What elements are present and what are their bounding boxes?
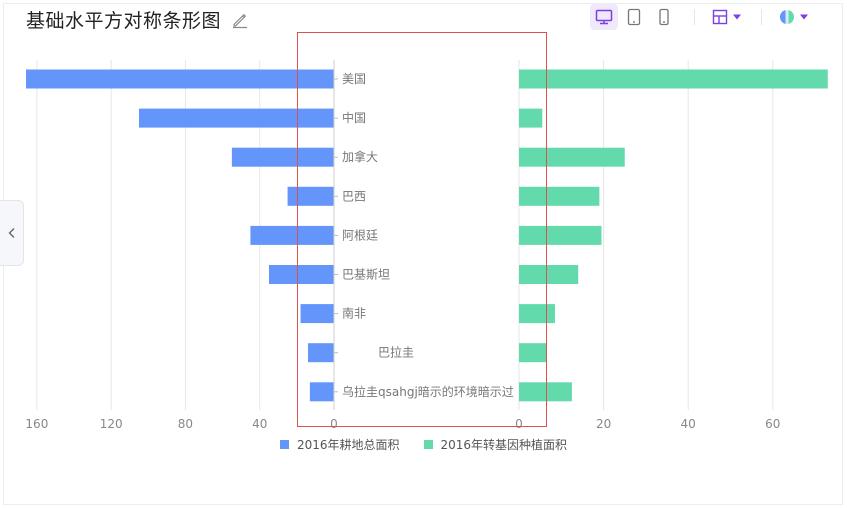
- bar-left: [287, 186, 334, 206]
- bar-right: [519, 108, 543, 128]
- desktop-view-button[interactable]: [590, 4, 618, 30]
- x-tick-label-left: 160: [25, 417, 48, 431]
- chevron-left-icon: [8, 228, 14, 238]
- bar-right: [519, 186, 600, 206]
- page-title: 基础水平方对称条形图: [26, 10, 222, 32]
- category-label: 巴西: [342, 189, 366, 203]
- x-tick-label-left: 40: [252, 417, 267, 431]
- legend-item-farmland[interactable]: 2016年耕地总面积: [279, 436, 400, 453]
- category-label: 巴拉圭: [378, 345, 414, 360]
- bar-left: [139, 108, 334, 128]
- selection-outline: [297, 32, 547, 427]
- bar-right: [519, 265, 579, 284]
- x-tick-label-right: 40: [681, 417, 696, 431]
- layout-icon: [712, 9, 728, 25]
- bar-left: [250, 225, 334, 245]
- bar-left: [269, 265, 334, 284]
- category-label: 南非: [342, 306, 366, 321]
- bar-left: [300, 304, 334, 324]
- toolbar-divider-2: [761, 9, 762, 25]
- category-label: 阿根廷: [342, 228, 378, 242]
- theme-dropdown-button[interactable]: [776, 4, 812, 30]
- legend-swatch: [423, 440, 433, 449]
- x-tick-label-right: 0: [515, 417, 523, 431]
- bar-right: [519, 69, 828, 89]
- bar-right: [519, 147, 625, 167]
- layout-dropdown-button[interactable]: [709, 4, 745, 30]
- caret-down-icon: [733, 14, 741, 20]
- category-label: 中国: [342, 110, 366, 125]
- theme-icon: [780, 10, 794, 24]
- mobile-icon: [659, 8, 669, 26]
- chart-legend: 2016年耕地总面积 2016年转基因种植面积: [0, 436, 847, 453]
- bar-left: [308, 343, 334, 363]
- bar-left: [309, 382, 334, 402]
- mobile-view-button[interactable]: [650, 4, 678, 30]
- bar-left: [26, 69, 334, 89]
- x-tick-label-right: 60: [765, 417, 780, 431]
- caret-down-icon: [800, 14, 808, 20]
- category-label: 巴基斯坦: [342, 268, 390, 282]
- category-label: 美国: [342, 72, 366, 86]
- bar-right: [519, 304, 555, 324]
- category-label: 加拿大: [342, 149, 378, 164]
- collapse-panel-handle[interactable]: [0, 200, 24, 266]
- legend-label: 2016年耕地总面积: [296, 438, 400, 452]
- category-label: 乌拉圭qsahgj暗示的环境暗示过: [342, 384, 514, 399]
- bar-left: [231, 147, 334, 167]
- title-bar: 基础水平方对称条形图: [26, 6, 249, 33]
- tablet-icon: [627, 8, 641, 26]
- x-tick-label-left: 80: [178, 417, 193, 431]
- desktop-icon: [595, 9, 613, 25]
- x-tick-label-right: 20: [596, 417, 611, 431]
- x-tick-label-left: 0: [330, 417, 338, 431]
- bar-right: [519, 343, 547, 363]
- legend-item-gm-crops[interactable]: 2016年转基因种植面积: [423, 436, 568, 453]
- bar-right: [519, 382, 572, 402]
- legend-label: 2016年转基因种植面积: [440, 438, 568, 452]
- x-tick-label-left: 120: [100, 417, 123, 431]
- legend-swatch: [279, 440, 289, 449]
- toolbar-divider: [694, 9, 695, 25]
- edit-pencil-icon[interactable]: [231, 11, 249, 29]
- view-toolbar: [590, 4, 814, 30]
- bar-right: [519, 225, 602, 245]
- tablet-view-button[interactable]: [620, 4, 648, 30]
